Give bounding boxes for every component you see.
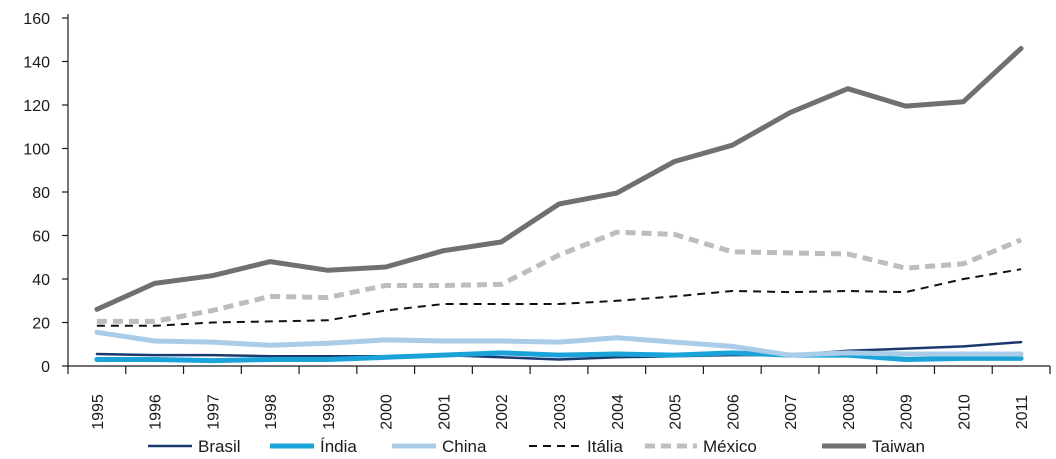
x-tick-label: 2003 bbox=[552, 394, 569, 430]
x-tick-label: 2005 bbox=[668, 394, 685, 430]
x-tick-label: 2007 bbox=[783, 394, 800, 430]
y-tick-label: 120 bbox=[23, 98, 50, 115]
x-tick-label: 1995 bbox=[90, 394, 107, 430]
y-tick-label: 0 bbox=[41, 359, 50, 376]
x-tick-label: 2004 bbox=[610, 394, 627, 430]
x-tick-label: 1999 bbox=[321, 394, 338, 430]
legend-label: China bbox=[442, 437, 487, 456]
series-line-taiwan bbox=[94, 45, 1024, 312]
y-tick-label: 40 bbox=[32, 272, 50, 289]
legend-label: Brasil bbox=[198, 437, 241, 456]
series-line-india bbox=[94, 350, 1024, 364]
x-tick-label: 2011 bbox=[1014, 395, 1031, 430]
x-tick-label: 1996 bbox=[148, 394, 165, 430]
series-line-china bbox=[94, 329, 1024, 358]
y-tick-label: 160 bbox=[23, 11, 50, 28]
series-layer bbox=[94, 45, 1024, 364]
x-tick-label: 2001 bbox=[436, 394, 453, 430]
x-tick-label: 2009 bbox=[899, 394, 916, 430]
y-tick-label: 80 bbox=[32, 185, 50, 202]
legend-label: Itália bbox=[587, 437, 623, 456]
x-tick-label: 1998 bbox=[263, 394, 280, 430]
x-tick-label: 2010 bbox=[956, 394, 973, 430]
x-tick-label: 1997 bbox=[205, 394, 222, 430]
y-axis: 0 20 40 60 80 100 120 140 160 bbox=[23, 11, 69, 376]
legend: Brasil Índia China Itália México Taiwan bbox=[148, 437, 925, 456]
x-tick-label: 2008 bbox=[841, 394, 858, 430]
y-tick-label: 140 bbox=[23, 55, 50, 72]
x-tick-label: 2006 bbox=[725, 394, 742, 430]
legend-label: Taiwan bbox=[872, 437, 925, 456]
x-tick-label: 2002 bbox=[494, 394, 511, 430]
series-line-brasil bbox=[95, 340, 1023, 361]
y-tick-label: 20 bbox=[32, 316, 50, 333]
y-tick-label: 100 bbox=[23, 142, 50, 159]
series-line-mexico bbox=[96, 229, 1023, 324]
series-line-italia bbox=[96, 268, 1022, 327]
x-axis: 1995 1996 1997 1998 1999 2000 2001 2002 2003 2004… bbox=[67, 365, 1051, 430]
x-tick-label: 2000 bbox=[379, 394, 396, 430]
y-tick-label: 60 bbox=[32, 229, 50, 246]
legend-label: México bbox=[703, 437, 757, 456]
legend-label: Índia bbox=[320, 437, 357, 456]
